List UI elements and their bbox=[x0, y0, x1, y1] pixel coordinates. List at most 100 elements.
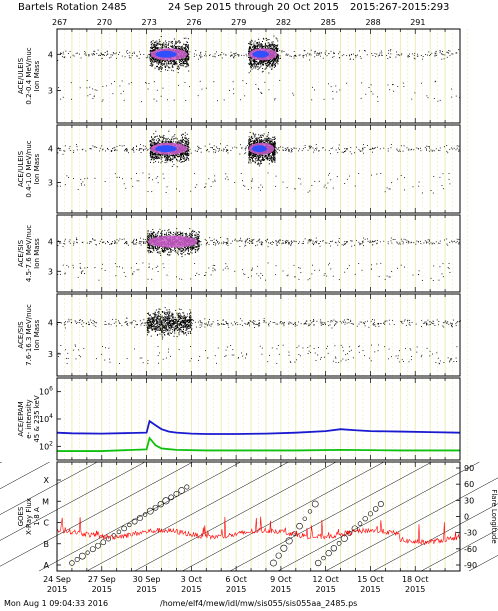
ion-mass-point bbox=[277, 40, 279, 42]
ion-mass-point bbox=[204, 55, 205, 57]
ion-mass-point bbox=[155, 47, 157, 49]
ion-mass-point bbox=[277, 53, 279, 55]
ion-mass-point bbox=[152, 60, 154, 62]
ion-mass-point bbox=[260, 43, 262, 45]
ion-mass-point bbox=[201, 56, 203, 58]
ion-mass-point bbox=[84, 184, 86, 186]
ion-mass-point bbox=[159, 136, 161, 138]
ion-mass-point bbox=[79, 53, 80, 55]
ion-mass-point bbox=[154, 49, 156, 51]
ion-mass-point bbox=[291, 149, 293, 150]
ion-mass-point bbox=[182, 133, 184, 135]
ion-mass-point bbox=[248, 156, 250, 158]
ion-mass-point bbox=[277, 48, 279, 50]
ion-mass-point bbox=[178, 141, 180, 143]
ion-mass-point bbox=[162, 140, 164, 142]
ion-mass-point bbox=[156, 135, 158, 137]
ion-mass-point bbox=[98, 55, 100, 56]
ion-mass-point bbox=[381, 55, 383, 56]
ion-mass-point bbox=[425, 53, 427, 55]
ion-mass-point bbox=[161, 66, 163, 68]
ion-mass-point bbox=[293, 57, 295, 59]
ion-mass-point bbox=[155, 59, 157, 61]
ion-mass-point bbox=[290, 245, 292, 247]
ion-mass-point bbox=[155, 155, 157, 157]
ion-mass-point bbox=[285, 239, 287, 241]
ion-mass-point bbox=[421, 82, 422, 84]
ion-mass-point bbox=[182, 141, 184, 143]
ion-mass-point bbox=[248, 148, 250, 150]
ion-mass-point bbox=[261, 159, 263, 161]
ion-mass-point bbox=[354, 152, 355, 154]
ion-mass-point bbox=[251, 158, 253, 160]
ion-mass-point bbox=[165, 62, 167, 64]
ion-mass-point bbox=[381, 54, 383, 56]
ion-mass-point bbox=[323, 98, 325, 100]
ion-mass-point bbox=[211, 147, 213, 149]
ion-mass-point bbox=[171, 66, 173, 68]
ion-mass-point bbox=[248, 151, 250, 153]
ion-mass-point bbox=[194, 173, 196, 175]
ion-mass-point bbox=[151, 152, 153, 154]
top-doy-tick-label: 273 bbox=[142, 18, 157, 27]
ion-mass-point bbox=[163, 177, 165, 179]
ion-mass-point bbox=[125, 148, 127, 150]
ion-mass-point bbox=[156, 143, 158, 145]
ion-mass-point bbox=[204, 186, 205, 188]
ion-mass-point bbox=[180, 158, 182, 160]
ion-mass-point bbox=[262, 62, 264, 64]
ion-mass-point bbox=[441, 53, 443, 55]
ion-mass-point bbox=[170, 45, 172, 47]
ion-mass-point bbox=[259, 63, 261, 65]
ion-mass-point bbox=[448, 50, 450, 52]
ion-mass-point bbox=[427, 145, 429, 147]
ion-mass-point bbox=[406, 242, 408, 244]
ion-mass-point bbox=[63, 56, 65, 58]
ion-mass-point bbox=[126, 49, 128, 51]
ion-mass-point bbox=[417, 148, 419, 150]
ion-mass-point bbox=[149, 59, 151, 61]
ion-mass-point bbox=[244, 185, 246, 187]
ion-mass-point bbox=[188, 149, 190, 151]
ion-mass-point bbox=[251, 153, 253, 155]
ion-mass-point bbox=[269, 62, 271, 64]
ion-mass-point bbox=[92, 88, 94, 90]
ion-mass-point bbox=[270, 58, 272, 60]
ion-mass-point bbox=[166, 186, 168, 188]
ion-mass-point bbox=[258, 63, 260, 65]
ion-mass-point bbox=[360, 150, 361, 152]
ion-mass-point bbox=[259, 159, 261, 161]
ion-mass-point bbox=[275, 47, 277, 49]
ion-mass-point bbox=[209, 55, 210, 57]
ion-mass-point bbox=[275, 150, 277, 152]
ion-mass-point bbox=[312, 242, 314, 244]
ion-mass-point bbox=[260, 162, 262, 164]
ion-mass-point bbox=[390, 53, 392, 55]
ion-mass-point bbox=[144, 148, 146, 150]
ion-mass-point bbox=[64, 145, 66, 147]
ion-mass-point bbox=[274, 155, 276, 157]
ion-mass-point bbox=[60, 53, 62, 55]
ion-mass-point bbox=[63, 150, 65, 152]
ion-mass-point bbox=[253, 47, 255, 49]
ion-mass-point bbox=[165, 40, 167, 42]
ion-mass-point bbox=[332, 147, 333, 149]
ion-mass-point bbox=[156, 62, 158, 64]
ion-mass-point bbox=[349, 54, 351, 56]
ion-mass-point bbox=[179, 155, 181, 157]
ion-mass-point bbox=[165, 157, 167, 159]
ion-mass-point bbox=[275, 45, 277, 47]
ion-mass-point bbox=[256, 47, 258, 49]
ion-mass-point bbox=[150, 143, 152, 145]
ion-mass-point bbox=[139, 148, 141, 150]
ion-mass-point bbox=[396, 51, 397, 53]
ion-mass-point bbox=[140, 53, 141, 55]
ion-mass-point bbox=[250, 57, 252, 59]
ion-mass-point bbox=[88, 55, 90, 57]
ion-mass-point bbox=[269, 139, 271, 141]
ion-mass-point bbox=[77, 188, 79, 190]
ion-mass-point bbox=[295, 55, 297, 57]
ion-mass-point bbox=[330, 240, 332, 242]
ion-mass-point bbox=[85, 150, 87, 152]
ion-mass-point bbox=[333, 52, 335, 54]
